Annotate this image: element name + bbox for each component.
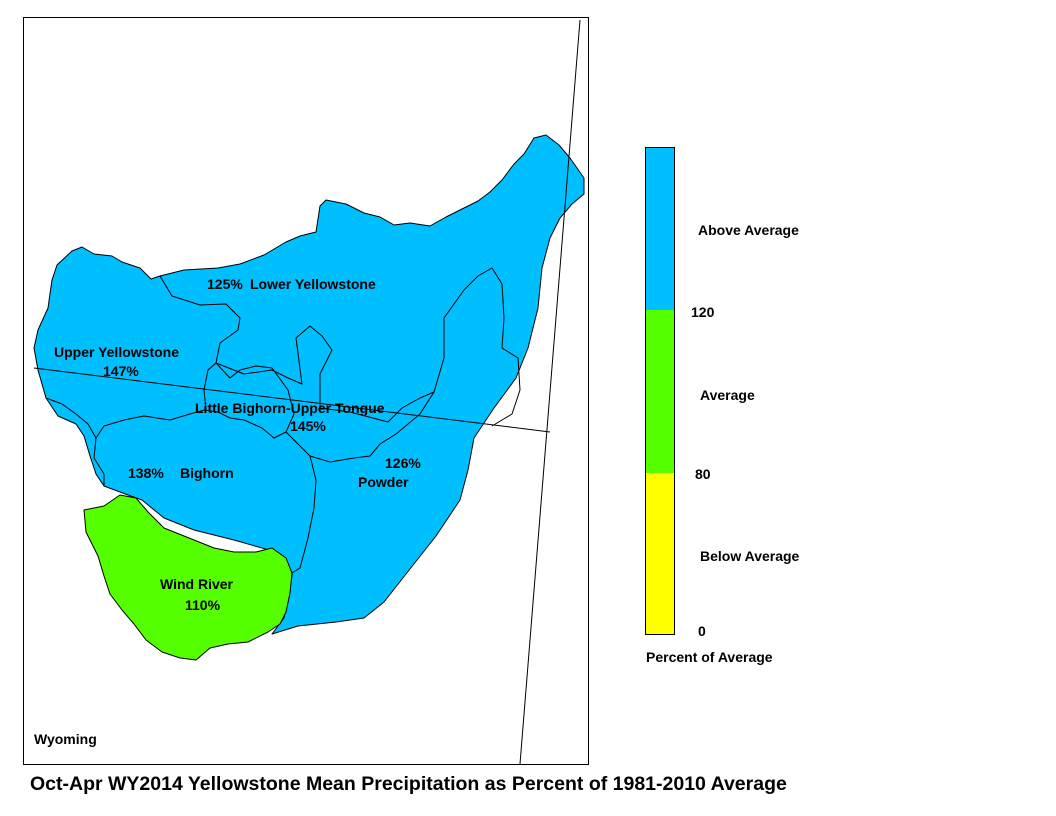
label-upper-yellowstone-name: Upper Yellowstone [54, 344, 179, 360]
label-upper-yellowstone-percent: 147% [103, 363, 139, 379]
label-lower-yellowstone-percent: 125% [207, 276, 243, 292]
label-powder-name: Powder [358, 474, 409, 490]
label-little-bighorn-percent: 145% [290, 418, 326, 434]
label-wind-river-percent: 110% [185, 597, 221, 613]
legend-break-120: 120 [691, 304, 715, 320]
label-lower-yellowstone-name: Lower Yellowstone [250, 276, 376, 292]
legend-color-bar [645, 147, 675, 635]
legend-label-below-average: Below Average [700, 548, 800, 564]
label-state-wyoming: Wyoming [34, 731, 97, 747]
basin-above-average-region[interactable] [33, 134, 585, 635]
map-frame: 125% Lower Yellowstone Upper Yellowstone… [23, 17, 589, 765]
label-bighorn-percent: 138% [128, 465, 164, 481]
label-little-bighorn-name: Little Bighorn-Upper Tongue [195, 400, 385, 416]
legend-break-0: 0 [698, 623, 706, 639]
basin-wind-river[interactable] [83, 494, 293, 661]
legend-band-average [646, 310, 674, 473]
basin-map [33, 19, 585, 765]
label-bighorn-name: Bighorn [180, 465, 234, 481]
map-title: Oct-Apr WY2014 Yellowstone Mean Precipit… [30, 773, 787, 795]
label-powder-percent: 126% [385, 455, 421, 471]
legend-label-above-average: Above Average [698, 222, 799, 238]
legend-band-above [646, 148, 674, 310]
label-wind-river-name: Wind River [160, 576, 233, 592]
legend-label-average: Average [700, 387, 755, 403]
legend-title: Percent of Average [646, 649, 773, 665]
legend-band-below [646, 473, 674, 634]
legend-break-80: 80 [695, 466, 711, 482]
